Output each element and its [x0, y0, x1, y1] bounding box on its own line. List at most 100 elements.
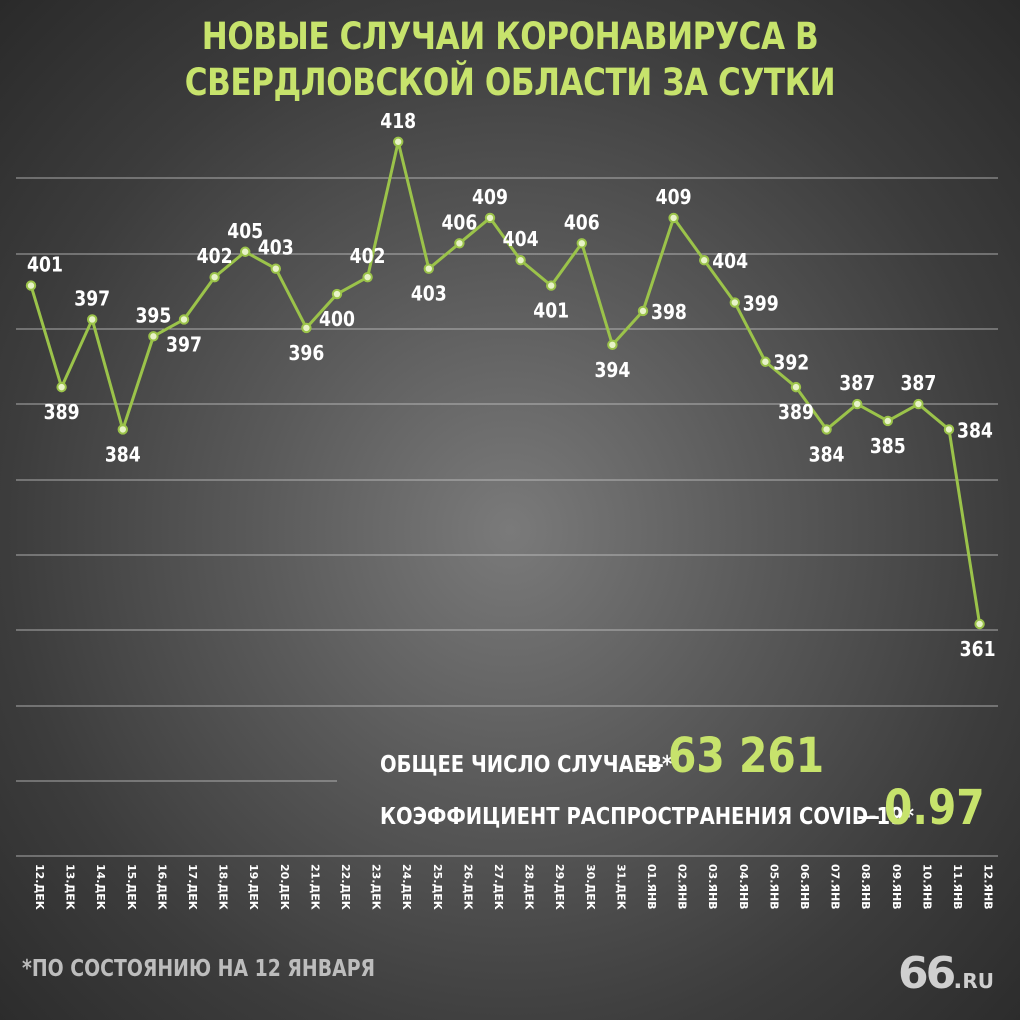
data-point: [454, 238, 465, 249]
x-tick-label: 09.ЯНВ: [890, 864, 903, 910]
data-label: 387: [839, 373, 875, 396]
data-point: [301, 322, 312, 334]
data-point: [25, 280, 37, 291]
data-label: 405: [227, 221, 263, 244]
data-label: 409: [656, 187, 692, 210]
data-point: [821, 424, 832, 435]
spread-coefficient-label: КОЭФФИЦИЕНТ РАСПРОСТРАНЕНИЯ COVID-19*: [380, 804, 914, 830]
total-cases-label: ОБЩЕЕ ЧИСЛО СЛУЧАЕВ*: [380, 752, 673, 778]
x-tick-label: 13.ДЕК: [64, 864, 77, 910]
x-tick-label: 30.ДЕК: [584, 864, 597, 910]
x-tick-label: 24.ДЕК: [400, 864, 413, 910]
data-label: 406: [564, 212, 600, 235]
data-label: 396: [288, 343, 324, 366]
x-tick-label: 14.ДЕК: [94, 864, 107, 910]
grid-lines: [16, 177, 998, 857]
data-label: 398: [651, 302, 687, 325]
site-logo[interactable]: 66 . RU: [898, 948, 994, 999]
x-tick-label: 23.ДЕК: [370, 864, 383, 910]
data-point: [913, 398, 924, 410]
data-label: 399: [743, 293, 779, 316]
x-tick-label: 22.ДЕК: [339, 864, 352, 910]
data-point: [56, 381, 67, 393]
x-tick-label: 21.ДЕК: [308, 864, 321, 910]
data-point: [209, 271, 220, 283]
series-line: [29, 140, 982, 625]
total-cases-dash: —: [641, 752, 664, 778]
x-tick-label: 01.ЯНВ: [645, 864, 658, 910]
data-point: [546, 280, 557, 291]
data-point: [882, 415, 893, 427]
data-label: 392: [773, 353, 809, 376]
data-label: 403: [411, 284, 447, 307]
x-tick-label: 03.ЯНВ: [706, 864, 719, 910]
x-tick-label: 28.ДЕК: [523, 864, 536, 910]
spread-coefficient: КОЭФФИЦИЕНТ РАСПРОСТРАНЕНИЯ COVID-19* — …: [380, 780, 1002, 836]
data-point: [607, 339, 618, 351]
data-label: 402: [350, 246, 386, 269]
data-label: 409: [472, 187, 508, 210]
x-tick-label: 19.ДЕК: [247, 864, 260, 910]
x-tick-label: 02.ЯНВ: [676, 864, 689, 910]
x-tick-label: 12.ДЕК: [33, 864, 46, 910]
chart-title: НОВЫЕ СЛУЧАИ КОРОНАВИРУСА В СВЕРДЛОВСКОЙ…: [184, 15, 836, 104]
data-point: [699, 255, 710, 266]
x-tick-label: 25.ДЕК: [431, 864, 444, 910]
data-point: [515, 255, 526, 266]
data-point: [974, 618, 985, 630]
logo-dot: .: [953, 966, 963, 994]
data-point: [760, 356, 771, 367]
data-point: [148, 331, 159, 342]
x-tick-label: 26.ДЕК: [461, 864, 474, 910]
data-point: [852, 398, 863, 410]
data-label: 361: [960, 639, 996, 662]
data-label: 394: [594, 360, 630, 383]
x-tick-label: 04.ЯНВ: [737, 864, 750, 910]
data-label: 387: [900, 373, 936, 396]
data-point: [637, 305, 649, 317]
data-points: [25, 136, 985, 630]
data-point: [790, 381, 802, 393]
data-point: [362, 271, 373, 283]
x-tick-label: 08.ЯНВ: [859, 864, 872, 910]
total-cases: ОБЩЕЕ ЧИСЛО СЛУЧАЕВ* — 63 261: [380, 728, 852, 784]
x-axis: 12.ДЕК 13.ДЕК 14.ДЕК 15.ДЕК 16.ДЕК 17.ДЕК 18.Д…: [33, 864, 995, 910]
x-tick-label: 10.ЯНВ: [920, 864, 933, 910]
data-label: 397: [74, 288, 110, 311]
x-tick-label: 07.ЯНВ: [829, 864, 842, 910]
data-label: 384: [809, 444, 845, 467]
data-point: [87, 314, 98, 325]
data-point: [270, 263, 281, 274]
data-point: [331, 288, 343, 300]
data-point: [423, 263, 434, 274]
x-tick-label: 18.ДЕК: [217, 864, 230, 910]
logo-suffix: RU: [962, 969, 994, 993]
footnote: *ПО СОСТОЯНИЮ НА 12 ЯНВАРЯ: [22, 956, 376, 982]
data-label: 401: [27, 254, 63, 277]
data-label: 395: [135, 305, 171, 328]
x-tick-label: 17.ДЕК: [186, 864, 199, 910]
data-label: 389: [44, 402, 80, 425]
data-point: [668, 212, 679, 224]
x-tick-label: 27.ДЕК: [492, 864, 505, 910]
data-point: [729, 297, 740, 308]
line-chart: 12.ДЕК 13.ДЕК 14.ДЕК 15.ДЕК 16.ДЕК 17.ДЕК 18.Д…: [16, 111, 998, 910]
x-tick-label: 16.ДЕК: [155, 864, 168, 910]
data-point: [943, 424, 955, 435]
x-tick-label: 20.ДЕК: [278, 864, 291, 910]
data-label: 384: [105, 444, 141, 467]
data-label: 384: [957, 420, 993, 443]
data-labels: 4013893973843953974024054033964004024184…: [27, 111, 995, 662]
logo-number: 66: [898, 948, 956, 999]
x-tick-label: 05.ЯНВ: [767, 864, 780, 910]
spread-coefficient-dash: —: [857, 804, 880, 830]
data-label: 404: [712, 251, 748, 274]
data-label: 385: [870, 436, 906, 459]
data-point: [117, 424, 129, 435]
x-tick-label: 29.ДЕК: [553, 864, 566, 910]
data-point: [240, 246, 251, 257]
data-point: [178, 314, 190, 325]
total-cases-value: 63 261: [668, 728, 825, 784]
data-label: 406: [441, 212, 477, 235]
x-tick-label: 06.ЯНВ: [798, 864, 811, 910]
